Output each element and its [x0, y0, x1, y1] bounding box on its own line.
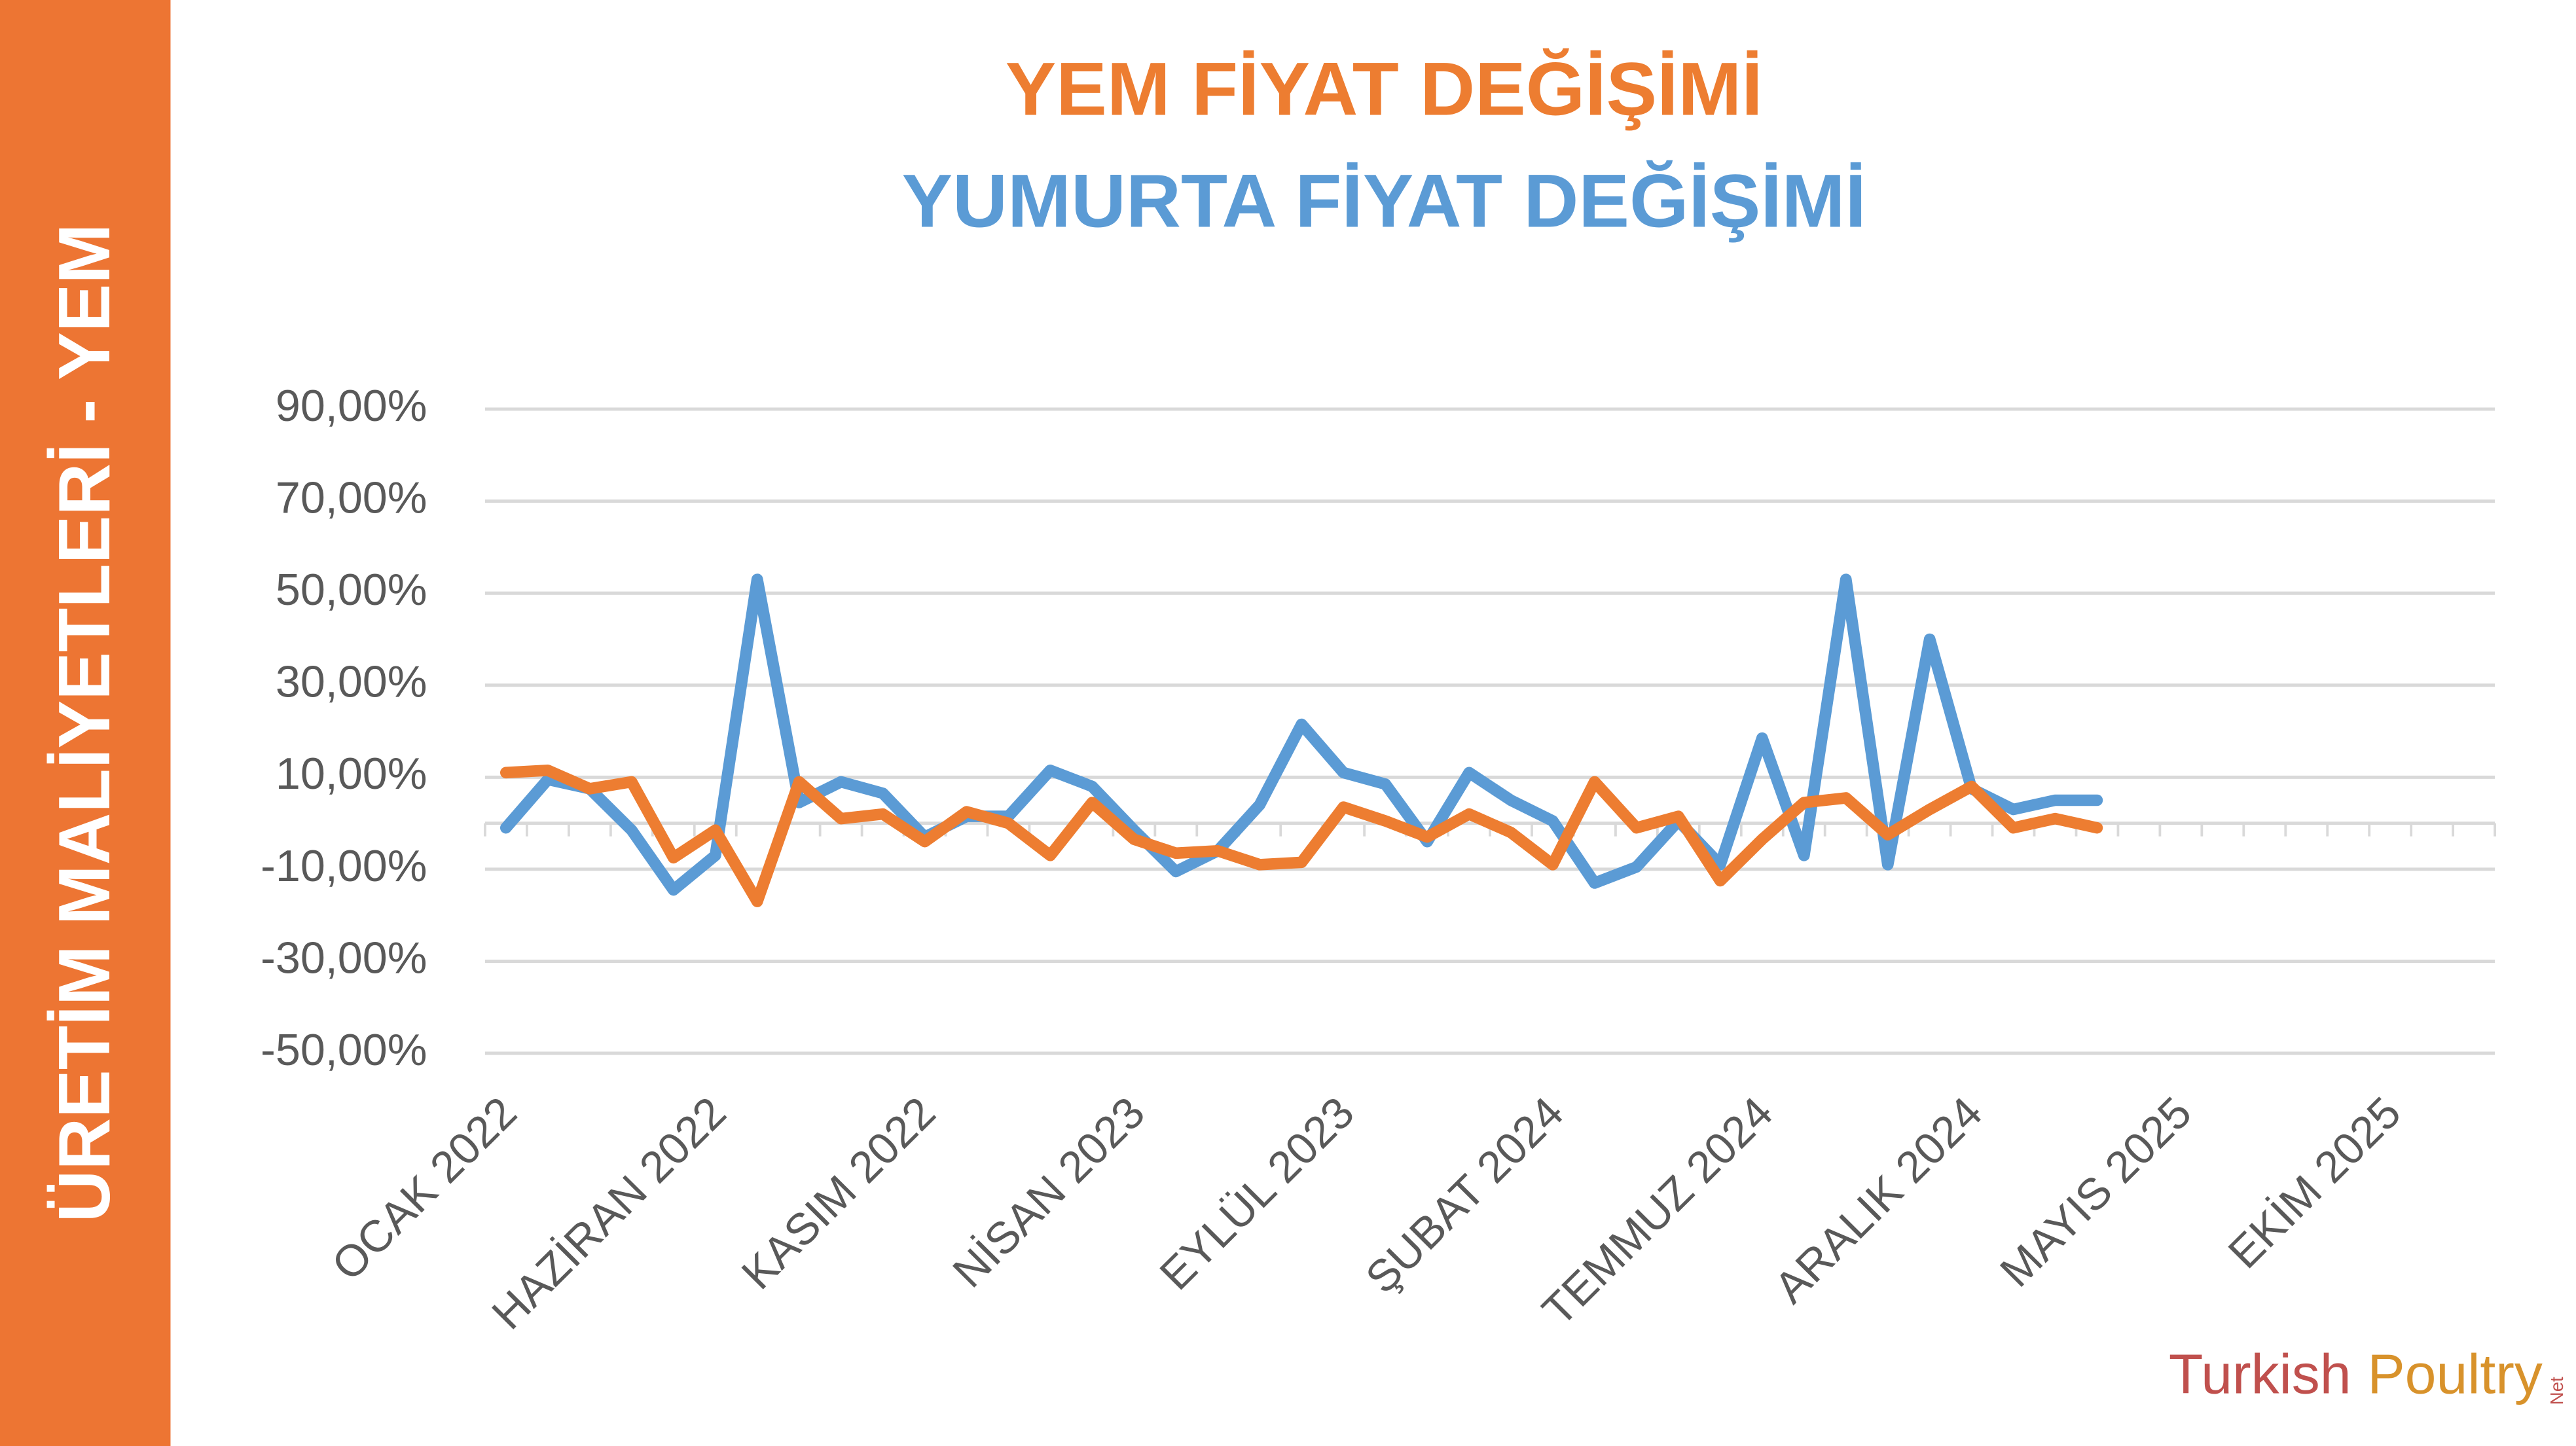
x-tick-label: OCAK 2022: [322, 1087, 526, 1290]
x-tick-label: NİSAN 2023: [943, 1087, 1154, 1297]
logo-text: Net: [2547, 1377, 2567, 1405]
x-tick-label: EKİM 2025: [2219, 1087, 2410, 1278]
y-tick-label: -50,00%: [261, 1025, 427, 1075]
logo-text: Turkish: [2169, 1343, 2351, 1406]
x-tick-label: MAYIS 2025: [1991, 1087, 2201, 1296]
y-tick-label: 50,00%: [276, 565, 427, 615]
x-tick-label: EYLÜL 2023: [1150, 1087, 1364, 1299]
chart-title: YUMURTA FİYAT DEĞİŞİMİ: [901, 158, 1866, 244]
y-tick-label: -30,00%: [261, 933, 427, 983]
y-tick-label: 30,00%: [276, 657, 427, 707]
logo-text: Poultry: [2367, 1343, 2543, 1406]
series-line: [499, 573, 2103, 896]
chart-title: YEM FİYAT DEĞİŞİMİ: [1006, 46, 1763, 132]
y-tick-label: -10,00%: [261, 841, 427, 891]
series-line: [499, 765, 2103, 907]
y-tick-label: 70,00%: [276, 473, 427, 523]
x-tick-label: ŞUBAT 2024: [1356, 1087, 1573, 1303]
side-banner: [0, 0, 171, 1446]
x-tick-label: ARALIK 2024: [1765, 1087, 1991, 1312]
x-tick-label: KASIM 2022: [732, 1087, 945, 1299]
logo: Turkish Poultry Net: [2169, 1343, 2567, 1406]
y-tick-label: 10,00%: [276, 749, 427, 799]
y-tick-label: 90,00%: [276, 381, 427, 431]
side-label: ÜRETİM MALİYETLERİ - YEM: [45, 224, 125, 1223]
